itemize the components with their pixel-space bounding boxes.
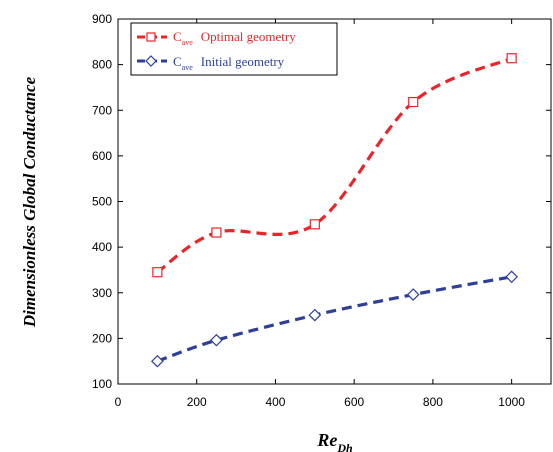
- legend-label-initial-main: C: [173, 54, 182, 69]
- y-tick-label: 100: [92, 377, 112, 391]
- x-tick-label: 600: [344, 395, 364, 409]
- data-point-square: [152, 267, 163, 278]
- y-tick-label: 800: [92, 58, 112, 72]
- y-tick-label: 500: [92, 195, 112, 209]
- legend-label-optimal-rest: Optimal geometry: [201, 29, 296, 44]
- series-line-0: [156, 56, 513, 274]
- data-point-square: [408, 96, 419, 108]
- data-point-diamond: [210, 333, 223, 347]
- legend-label-optimal-sub: ave: [182, 38, 194, 47]
- x-tick-label: 200: [187, 395, 207, 409]
- legend-diamond-marker: [145, 55, 157, 67]
- series-layer: [151, 53, 518, 368]
- legend-label-optimal-main: C: [173, 29, 182, 44]
- legend-entry-optimal: Cave Optimal geometry: [137, 29, 296, 47]
- x-tick-label: 400: [265, 395, 285, 409]
- axis-ticks: 0 200 400 600 800 1000 100 200 300 400 500 600 700 80…: [92, 12, 551, 409]
- legend-square-marker: [146, 32, 156, 42]
- y-tick-label: 900: [92, 12, 112, 26]
- y-tick-label: 700: [92, 103, 112, 117]
- y-tick-label: 300: [92, 286, 112, 300]
- x-tick-label: 1000: [498, 395, 525, 409]
- data-point-square: [506, 53, 517, 64]
- legend: Cave Optimal geometry Cave Initial geometr…: [130, 22, 338, 76]
- y-tick-label: 400: [92, 240, 112, 254]
- data-point-square: [309, 219, 320, 230]
- legend-label-initial-sub: ave: [182, 63, 194, 72]
- x-axis-title: ReDh: [316, 430, 353, 452]
- x-tick-label: 0: [115, 395, 122, 409]
- data-point-diamond: [308, 308, 322, 322]
- y-axis-title: Dimensionless Global Conductance: [20, 76, 39, 328]
- x-axis-title-subscript: Dh: [336, 441, 353, 452]
- legend-entry-initial: Cave Initial geometry: [137, 54, 285, 72]
- data-point-diamond: [406, 288, 420, 301]
- legend-label-initial: Cave Initial geometry: [173, 54, 285, 72]
- legend-label-optimal: Cave Optimal geometry: [173, 29, 296, 47]
- legend-label-initial-rest: Initial geometry: [201, 54, 285, 69]
- data-point-square: [211, 227, 222, 238]
- x-tick-label: 800: [423, 395, 443, 409]
- legend-box: [130, 22, 338, 76]
- data-point-diamond: [151, 354, 164, 368]
- data-point-diamond: [505, 270, 518, 284]
- y-tick-label: 200: [92, 331, 112, 345]
- series-line-1: [156, 275, 512, 363]
- x-axis-title-main: Re: [316, 430, 337, 450]
- y-tick-label: 600: [92, 149, 112, 163]
